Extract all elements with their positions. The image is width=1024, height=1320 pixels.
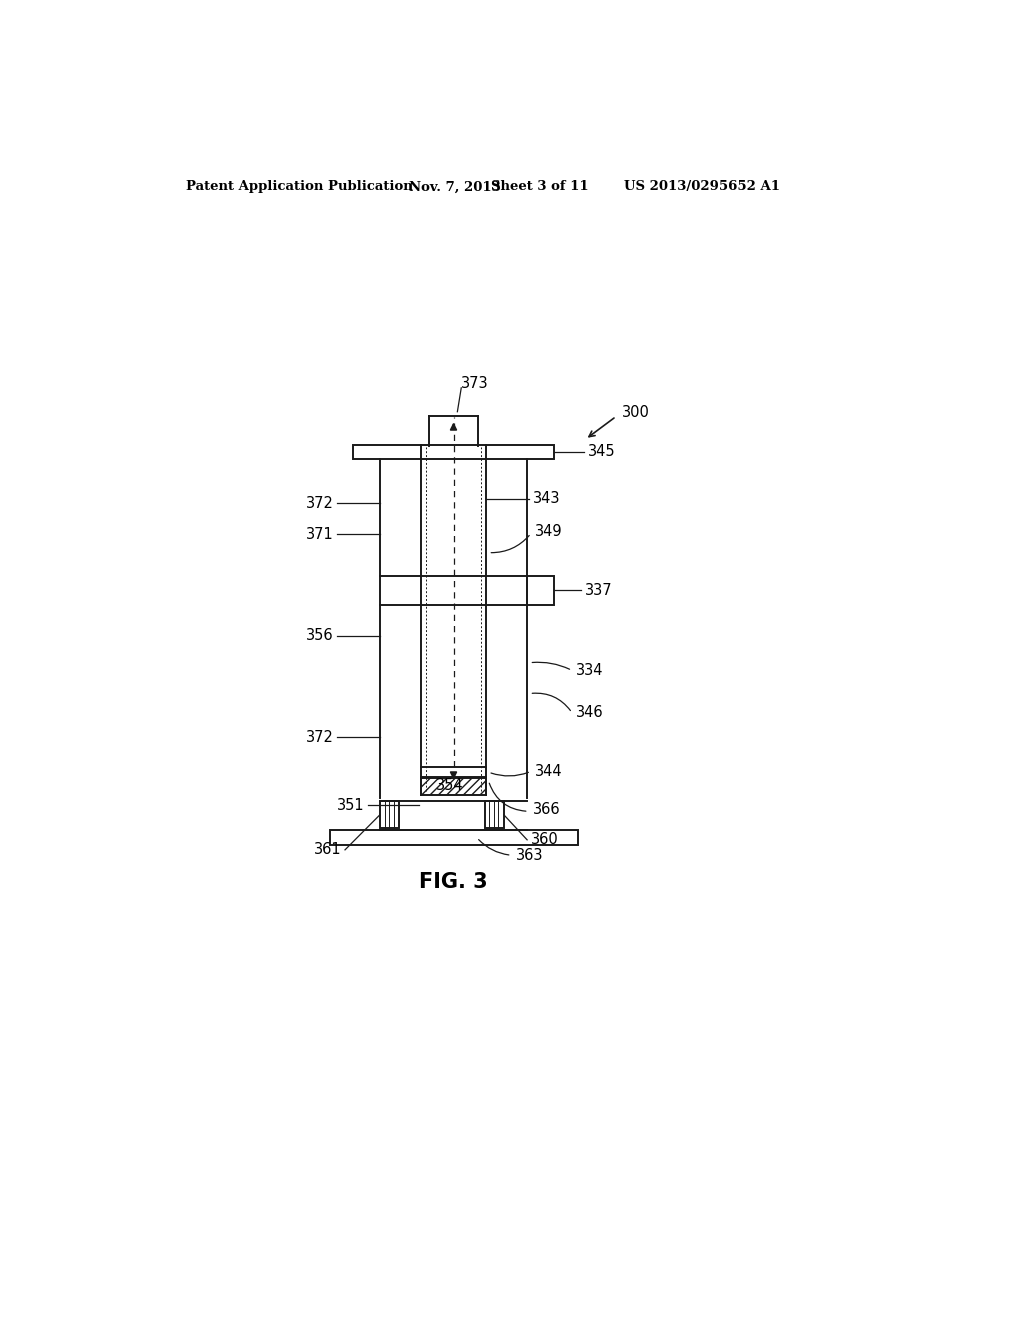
- Text: 351: 351: [337, 797, 365, 813]
- Text: 366: 366: [532, 801, 560, 817]
- Text: Sheet 3 of 11: Sheet 3 of 11: [490, 181, 589, 194]
- Text: 345: 345: [588, 445, 615, 459]
- Text: 346: 346: [575, 705, 603, 721]
- Text: FIG. 3: FIG. 3: [419, 873, 487, 892]
- Text: Nov. 7, 2013: Nov. 7, 2013: [409, 181, 501, 194]
- Text: 363: 363: [515, 847, 543, 863]
- Text: 337: 337: [586, 583, 613, 598]
- Text: 354: 354: [436, 777, 464, 793]
- Text: US 2013/0295652 A1: US 2013/0295652 A1: [624, 181, 780, 194]
- Text: 360: 360: [531, 833, 559, 847]
- Text: 356: 356: [306, 628, 334, 643]
- Text: 371: 371: [305, 527, 334, 541]
- Text: Patent Application Publication: Patent Application Publication: [186, 181, 413, 194]
- Bar: [330, 830, 578, 845]
- Text: 300: 300: [622, 405, 649, 420]
- Text: 343: 343: [532, 491, 560, 507]
- Bar: [484, 801, 504, 829]
- Text: 334: 334: [575, 663, 603, 678]
- Text: 372: 372: [305, 496, 334, 511]
- Text: 372: 372: [305, 730, 334, 744]
- Bar: [352, 445, 554, 459]
- Text: 344: 344: [535, 764, 562, 779]
- Text: 373: 373: [461, 376, 488, 391]
- Text: 349: 349: [535, 524, 562, 539]
- Text: 361: 361: [313, 842, 341, 858]
- Bar: [527, 576, 554, 605]
- Bar: [380, 801, 399, 829]
- Bar: [421, 779, 486, 795]
